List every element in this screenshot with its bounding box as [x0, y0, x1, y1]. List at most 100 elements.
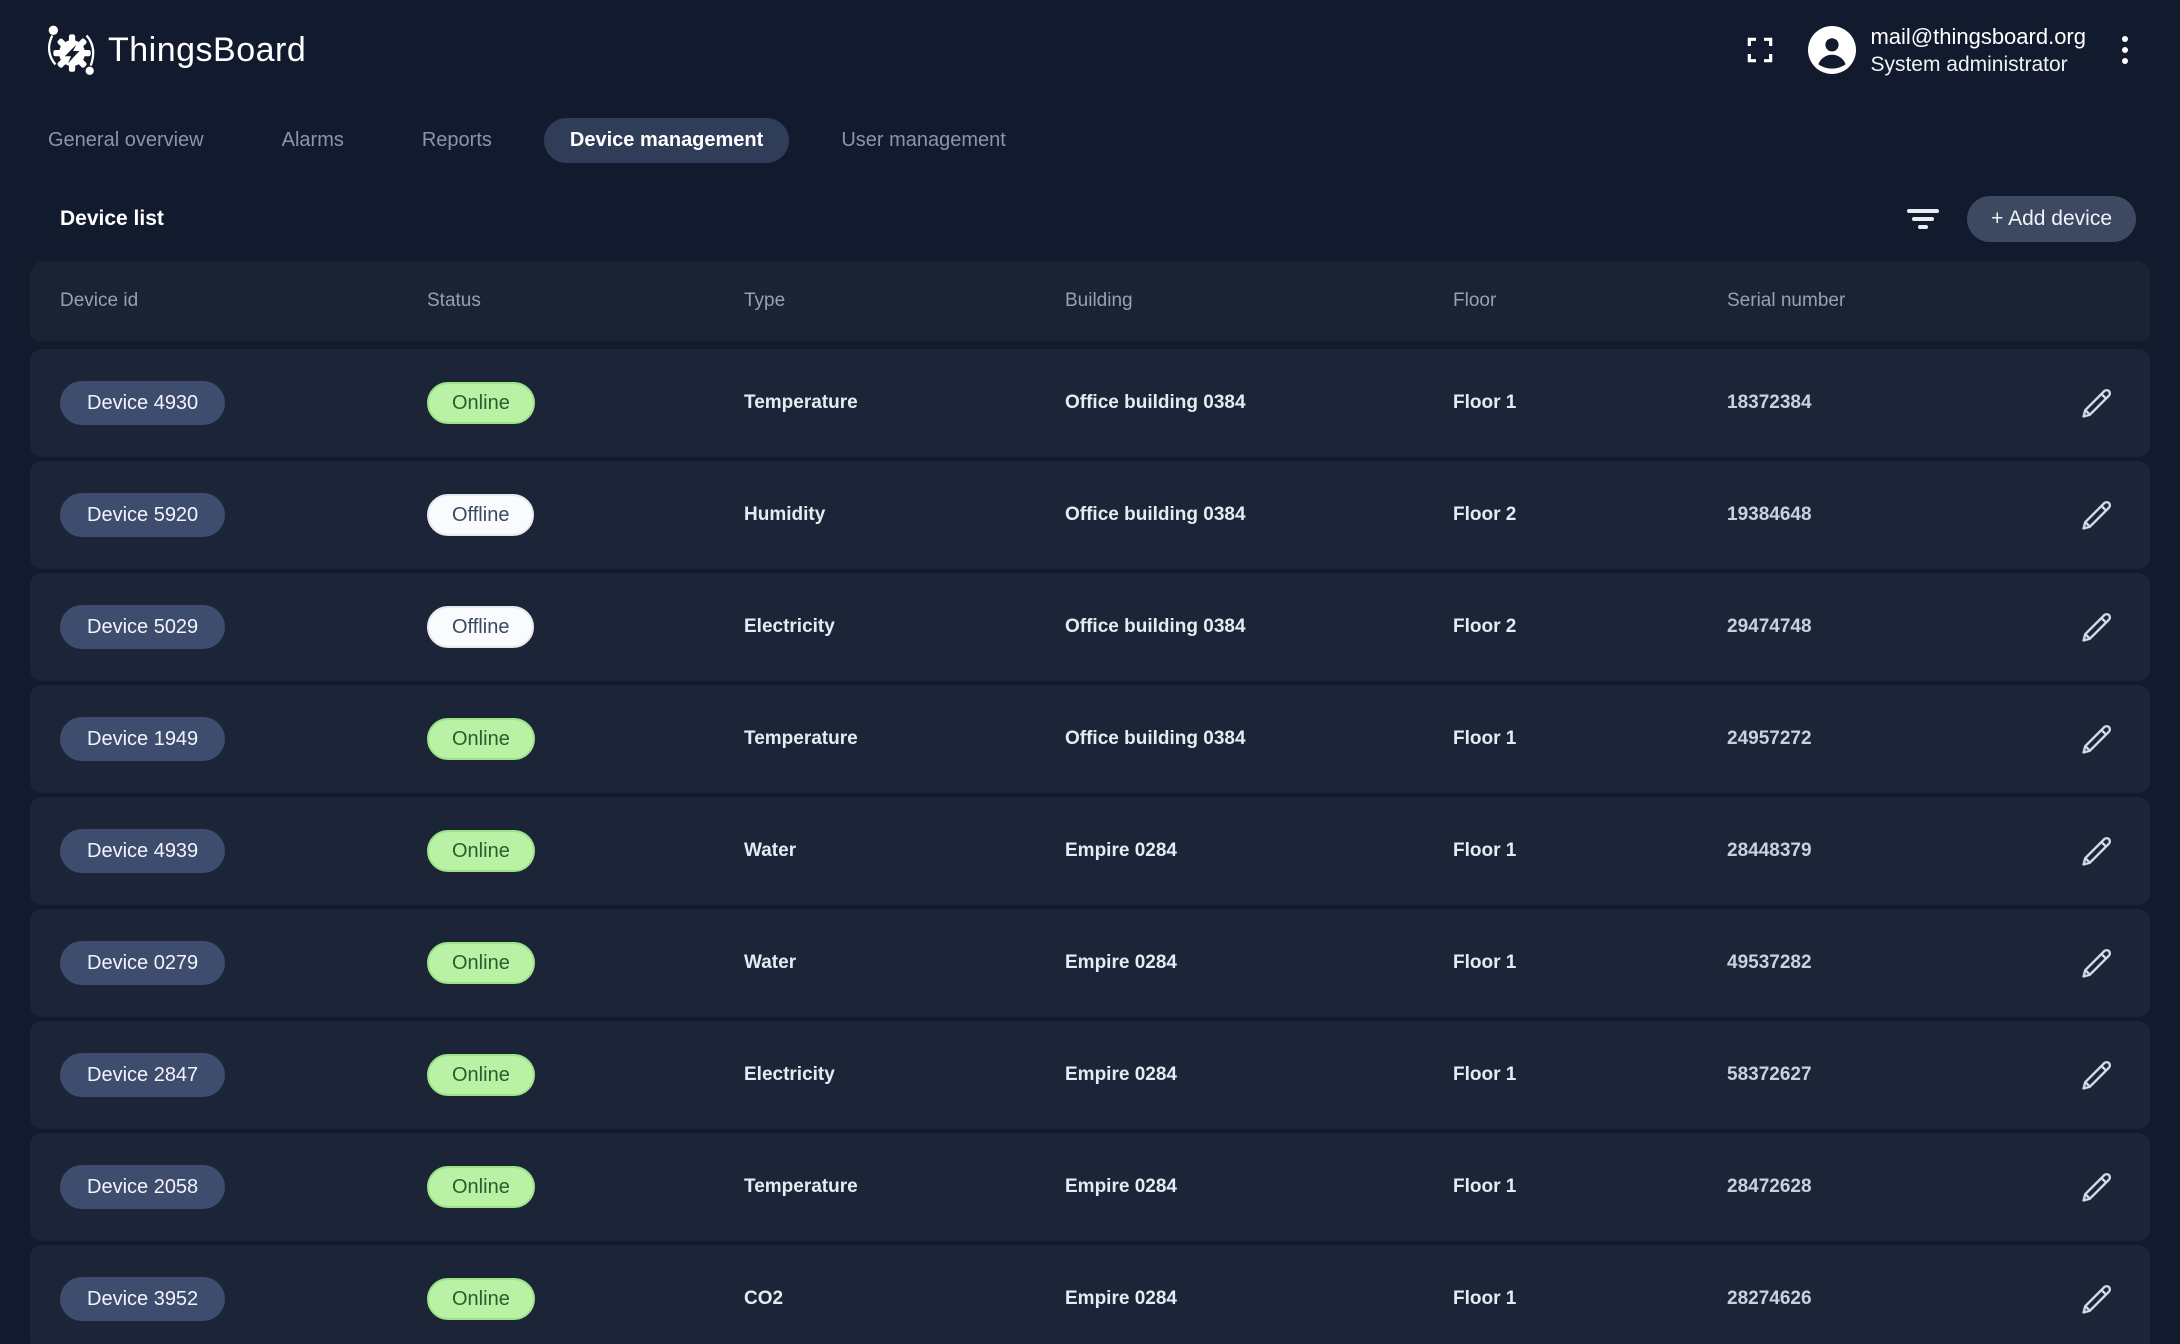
user-role: System administrator: [1870, 52, 2068, 76]
serial-number-cell: 19384648: [1727, 504, 1812, 525]
table-body: Device 4930 Online Temperature Office bu…: [30, 349, 2150, 1344]
user-info[interactable]: mail@thingsboard.org System administrato…: [1870, 22, 2086, 79]
status-badge: Offline: [427, 606, 535, 648]
edit-icon: [2078, 384, 2116, 422]
table-row[interactable]: Device 4930 Online Temperature Office bu…: [30, 349, 2150, 457]
edit-icon: [2078, 608, 2116, 646]
type-cell: Electricity: [744, 616, 835, 637]
edit-device-button[interactable]: [2074, 1164, 2120, 1210]
more-menu-button[interactable]: [2114, 28, 2136, 72]
floor-cell: Floor 1: [1453, 952, 1517, 973]
table-row[interactable]: Device 1949 Online Temperature Office bu…: [30, 685, 2150, 793]
floor-cell: Floor 1: [1453, 1064, 1517, 1085]
device-id-chip[interactable]: Device 4930: [60, 381, 226, 425]
thingsboard-logo-icon: [44, 23, 98, 77]
building-cell: Office building 0384: [1065, 392, 1246, 413]
table-row[interactable]: Device 2058 Online Temperature Empire 02…: [30, 1133, 2150, 1241]
filter-icon: [1905, 201, 1941, 237]
type-cell: Electricity: [744, 1064, 835, 1085]
avatar[interactable]: [1808, 26, 1857, 74]
page-header: Device list + Add device: [60, 195, 2136, 243]
building-cell: Office building 0384: [1065, 504, 1246, 525]
table-row[interactable]: Device 5029 Offline Electricity Office b…: [30, 573, 2150, 681]
status-badge: Online: [427, 1166, 535, 1208]
serial-number-cell: 49537282: [1727, 952, 1812, 973]
edit-icon: [2078, 1280, 2116, 1318]
edit-icon: [2078, 720, 2116, 758]
status-badge: Online: [427, 1054, 535, 1096]
tab-alarms[interactable]: Alarms: [281, 129, 344, 151]
edit-device-button[interactable]: [2074, 828, 2120, 874]
table-row[interactable]: Device 0279 Online Water Empire 0284 Flo…: [30, 909, 2150, 1017]
type-cell: Temperature: [744, 728, 858, 749]
column-header-status[interactable]: Status: [427, 290, 481, 311]
device-id-chip[interactable]: Device 2058: [60, 1165, 226, 1209]
fullscreen-button[interactable]: [1738, 28, 1782, 72]
building-cell: Empire 0284: [1065, 1288, 1177, 1309]
device-id-chip[interactable]: Device 1949: [60, 717, 226, 761]
status-badge: Offline: [427, 494, 535, 536]
building-cell: Empire 0284: [1065, 1064, 1177, 1085]
edit-device-button[interactable]: [2074, 1052, 2120, 1098]
edit-device-button[interactable]: [2074, 940, 2120, 986]
serial-number-cell: 24957272: [1727, 728, 1812, 749]
serial-number-cell: 58372627: [1727, 1064, 1812, 1085]
column-header-building[interactable]: Building: [1065, 290, 1133, 311]
device-id-chip[interactable]: Device 4939: [60, 829, 226, 873]
status-badge: Online: [427, 718, 535, 760]
device-id-chip[interactable]: Device 5029: [60, 605, 226, 649]
edit-icon: [2078, 496, 2116, 534]
device-id-chip[interactable]: Device 0279: [60, 941, 226, 985]
floor-cell: Floor 2: [1453, 616, 1517, 637]
serial-number-cell: 28472628: [1727, 1176, 1812, 1197]
fullscreen-icon: [1744, 34, 1776, 66]
table-row[interactable]: Device 4939 Online Water Empire 0284 Flo…: [30, 797, 2150, 905]
add-device-button[interactable]: + Add device: [1967, 196, 2136, 242]
edit-icon: [2078, 1168, 2116, 1206]
serial-number-cell: 28448379: [1727, 840, 1812, 861]
serial-number-cell: 18372384: [1727, 392, 1812, 413]
floor-cell: Floor 1: [1453, 392, 1517, 413]
column-header-floor[interactable]: Floor: [1453, 290, 1497, 311]
tab-general-overview[interactable]: General overview: [48, 129, 204, 151]
tab-reports[interactable]: Reports: [421, 129, 492, 151]
edit-icon: [2078, 1056, 2116, 1094]
type-cell: Temperature: [744, 392, 858, 413]
serial-number-cell: 29474748: [1727, 616, 1812, 637]
device-id-chip[interactable]: Device 2847: [60, 1053, 226, 1097]
edit-device-button[interactable]: [2074, 604, 2120, 650]
serial-number-cell: 28274626: [1727, 1288, 1812, 1309]
column-header-type[interactable]: Type: [744, 290, 786, 311]
tab-user-management[interactable]: User management: [841, 129, 1006, 151]
status-badge: Online: [427, 830, 535, 872]
device-table: Device id Status Type Building Floor Ser…: [30, 261, 2150, 1344]
page-title: Device list: [60, 207, 164, 230]
edit-device-button[interactable]: [2074, 1276, 2120, 1322]
building-cell: Empire 0284: [1065, 952, 1177, 973]
edit-device-button[interactable]: [2074, 492, 2120, 538]
device-id-chip[interactable]: Device 5920: [60, 493, 226, 537]
column-header-serial-number[interactable]: Serial number: [1727, 290, 1846, 311]
edit-device-button[interactable]: [2074, 716, 2120, 762]
column-header-device-id[interactable]: Device id: [60, 290, 139, 311]
table-row[interactable]: Device 3952 Online CO2 Empire 0284 Floor…: [30, 1245, 2150, 1344]
app-logo[interactable]: ThingsBoard: [44, 23, 306, 77]
floor-cell: Floor 1: [1453, 728, 1517, 749]
type-cell: Temperature: [744, 1176, 858, 1197]
floor-cell: Floor 2: [1453, 504, 1517, 525]
edit-device-button[interactable]: [2074, 380, 2120, 426]
device-id-chip[interactable]: Device 3952: [60, 1277, 226, 1321]
building-cell: Office building 0384: [1065, 616, 1246, 637]
table-row[interactable]: Device 2847 Online Electricity Empire 02…: [30, 1021, 2150, 1129]
table-row[interactable]: Device 5920 Offline Humidity Office buil…: [30, 461, 2150, 569]
type-cell: CO2: [744, 1288, 784, 1309]
floor-cell: Floor 1: [1453, 840, 1517, 861]
tab-device-management[interactable]: Device management: [543, 118, 790, 163]
building-cell: Empire 0284: [1065, 1176, 1177, 1197]
kebab-menu-icon: [2122, 36, 2128, 64]
app-title: ThingsBoard: [108, 30, 307, 69]
status-badge: Online: [427, 382, 535, 424]
filter-button[interactable]: [1899, 195, 1947, 243]
type-cell: Water: [744, 840, 797, 861]
edit-icon: [2078, 832, 2116, 870]
